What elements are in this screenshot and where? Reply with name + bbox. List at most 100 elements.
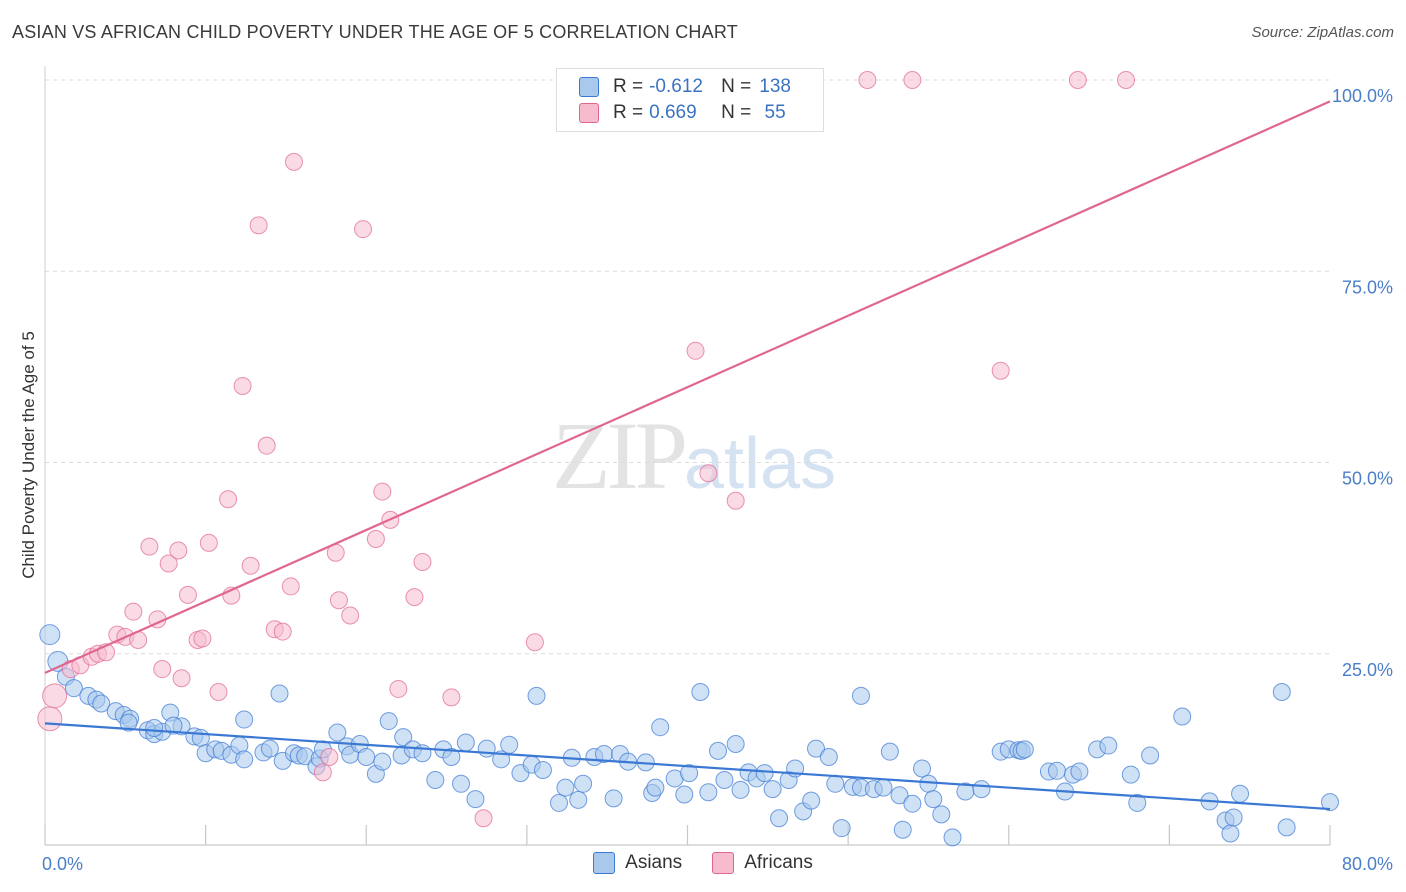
y-tick-label: 100.0%	[1332, 86, 1393, 106]
asian-point	[680, 764, 699, 783]
series-label-asians: Asians	[625, 852, 683, 873]
african-point	[373, 482, 392, 501]
legend-r-value: -0.612	[649, 76, 703, 97]
african-point	[405, 588, 424, 607]
y-tick-label: 50.0%	[1342, 469, 1393, 489]
african-point	[209, 683, 228, 701]
legend-row-asians: R = -0.612 N = 138	[579, 74, 795, 100]
asian-point	[442, 748, 461, 767]
asian-point	[119, 713, 138, 732]
asian-point	[763, 780, 782, 799]
asian-point	[426, 770, 445, 789]
asian-point	[452, 774, 471, 793]
asian-point	[604, 789, 623, 808]
african-point	[686, 341, 705, 360]
asian-point	[802, 791, 821, 810]
asian-point	[1224, 808, 1243, 827]
african-point	[172, 669, 191, 688]
asian-point	[919, 774, 938, 793]
african-point	[249, 216, 268, 235]
x-tick-label: 80.0%	[1342, 854, 1393, 874]
asians-trend-line	[44, 722, 1331, 811]
asian-point	[235, 750, 254, 769]
asian-point	[1272, 683, 1291, 701]
african-point	[257, 436, 276, 455]
asian-point	[731, 780, 750, 799]
asian-point	[456, 733, 475, 752]
african-point	[233, 377, 252, 395]
african-point	[219, 490, 238, 509]
african-point	[284, 152, 303, 171]
african-point	[903, 71, 922, 89]
series-legend-africans: Africans	[712, 852, 813, 874]
legend-r-label: R =	[613, 76, 644, 97]
african-point	[37, 706, 63, 732]
series-label-africans: Africans	[744, 852, 813, 873]
asian-point	[874, 778, 893, 797]
legend-row-africans: R = 0.669 N = 55	[579, 100, 795, 126]
african-point	[169, 541, 188, 560]
asian-point	[64, 679, 83, 698]
asian-point	[328, 723, 347, 742]
asian-point	[1221, 824, 1240, 843]
african-point	[273, 622, 292, 641]
asian-point	[39, 624, 61, 646]
legend-r-label: R =	[613, 102, 644, 123]
zipatlas-watermark: ZIPatlas	[552, 400, 836, 511]
series-swatch-africans	[712, 852, 735, 874]
asian-point	[373, 752, 392, 771]
series-legend: Asians Africans	[0, 852, 1406, 874]
asian-point	[164, 716, 183, 735]
african-point	[281, 577, 300, 596]
african-point	[153, 660, 172, 679]
y-axis-title: Child Poverty Under the Age of 5	[19, 331, 38, 579]
asian-point	[913, 759, 932, 778]
legend-swatch-africans	[579, 103, 599, 123]
african-point	[474, 809, 493, 828]
asian-point	[235, 710, 254, 729]
african-point	[241, 556, 260, 575]
asian-point	[191, 728, 210, 747]
legend-r-value: 0.669	[649, 102, 697, 123]
asian-point	[1047, 761, 1066, 780]
asian-point	[832, 819, 851, 838]
asian-point	[500, 735, 519, 754]
asian-point	[807, 739, 825, 758]
african-point	[366, 530, 385, 548]
african-point	[140, 537, 159, 556]
asian-point	[1128, 793, 1147, 812]
asian-point	[1277, 818, 1296, 837]
african-point	[320, 748, 339, 767]
african-point	[442, 688, 461, 707]
african-point	[1068, 71, 1087, 89]
asian-point	[357, 748, 376, 767]
asian-point	[1121, 765, 1140, 784]
asian-point	[1141, 746, 1160, 765]
asian-point	[477, 739, 496, 758]
asian-point	[379, 712, 398, 731]
asian-point	[691, 683, 710, 701]
asian-point	[527, 686, 546, 705]
legend-n-label: N =	[721, 102, 752, 123]
asian-point	[972, 780, 991, 799]
african-point	[42, 683, 68, 709]
asian-point	[1173, 707, 1192, 726]
y-tick-label: 25.0%	[1342, 660, 1393, 680]
african-point	[178, 585, 197, 604]
asian-point	[924, 790, 943, 809]
asian-point	[770, 809, 789, 828]
african-point	[313, 763, 332, 782]
watermark-atlas: atlas	[684, 424, 837, 504]
asian-point	[893, 820, 912, 839]
african-point	[329, 591, 348, 610]
asian-point	[92, 694, 111, 713]
y-tick-label: 75.0%	[1342, 277, 1393, 297]
asian-point	[651, 718, 670, 737]
asian-point	[1070, 762, 1089, 781]
asian-point	[556, 778, 575, 797]
legend-n-label: N =	[721, 76, 752, 97]
asian-point	[646, 778, 665, 797]
asian-point	[826, 774, 845, 793]
asian-point	[726, 735, 745, 754]
